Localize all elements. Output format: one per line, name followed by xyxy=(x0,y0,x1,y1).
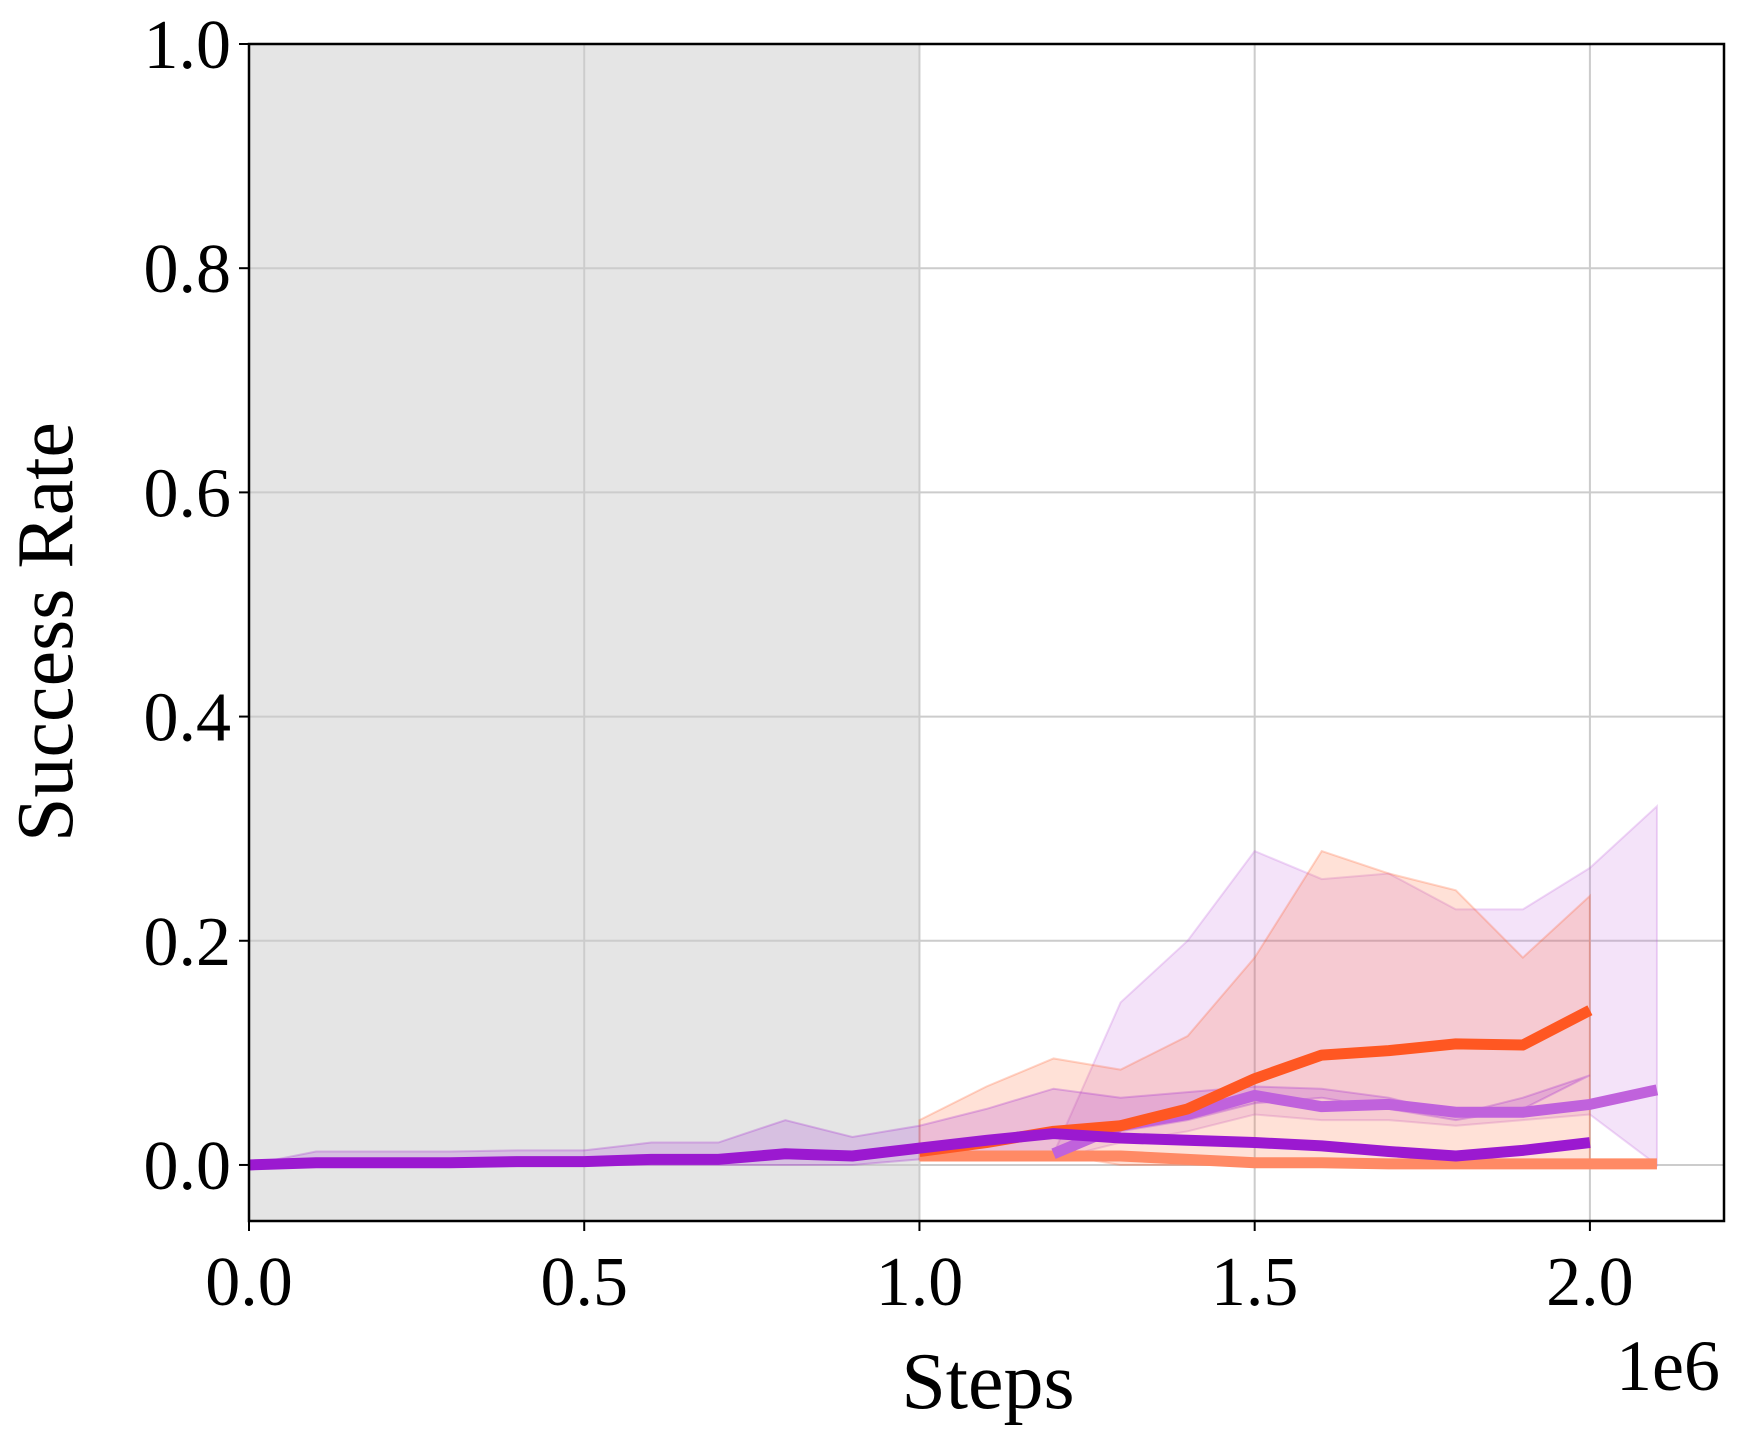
x-tick-label: 2.0 xyxy=(1546,1244,1634,1321)
y-tick-label: 1.0 xyxy=(144,7,232,84)
line xyxy=(919,1150,1657,1170)
x-tick-label: 0.5 xyxy=(540,1244,628,1321)
line xyxy=(248,1128,1591,1171)
y-tick-label: 0.8 xyxy=(144,231,232,308)
y-tick-label: 0.4 xyxy=(144,680,232,757)
plot-frame xyxy=(247,42,1726,1223)
x-axis-label: Steps xyxy=(901,1338,1074,1426)
y-tick-label: 0.2 xyxy=(144,904,232,981)
y-tick-label: 0.0 xyxy=(144,1128,232,1205)
x-offset-label: 1e6 xyxy=(1616,1326,1720,1406)
x-tick-label: 0.0 xyxy=(205,1244,293,1321)
y-tick-label: 0.6 xyxy=(144,455,232,532)
x-tick-label: 1.5 xyxy=(1211,1244,1299,1321)
y-axis-label: Success Rate xyxy=(2,422,90,842)
x-tick-label: 1.0 xyxy=(876,1244,964,1321)
